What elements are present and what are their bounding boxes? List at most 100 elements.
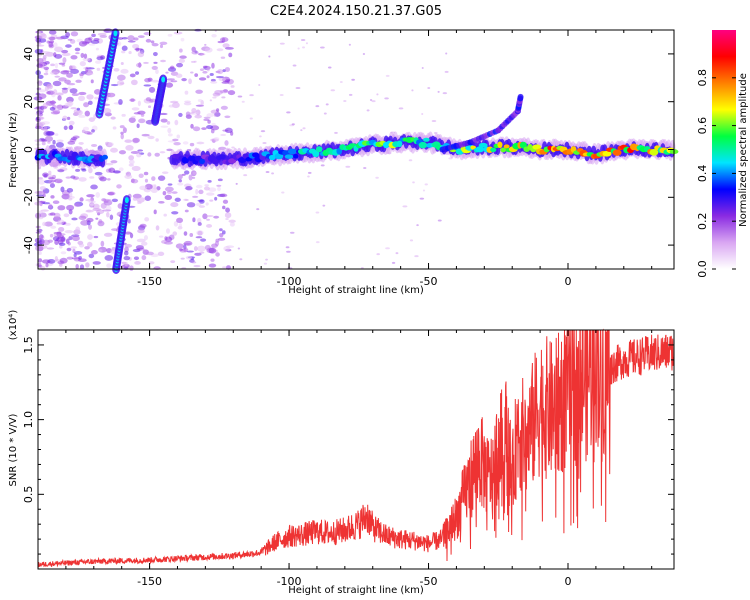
- noise-speck: [286, 111, 291, 114]
- noise-speck: [150, 40, 155, 44]
- noise-speck: [121, 36, 128, 40]
- noise-speck: [376, 93, 379, 96]
- noise-speck: [65, 44, 72, 48]
- noise-speck: [225, 207, 230, 213]
- noise-speck: [125, 145, 134, 151]
- noise-speck: [171, 211, 179, 215]
- noise-speck: [237, 95, 243, 98]
- noise-speck: [191, 108, 197, 114]
- noise-speck: [184, 209, 189, 213]
- noise-speck: [54, 178, 63, 184]
- noise-speck: [102, 209, 112, 212]
- noise-speck: [100, 240, 105, 247]
- noise-speck: [260, 130, 266, 133]
- noise-speck: [206, 218, 210, 221]
- noise-speck: [111, 228, 119, 231]
- noise-speck: [83, 102, 90, 108]
- noise-speck: [343, 99, 347, 102]
- noise-speck: [129, 265, 134, 271]
- noise-speck: [176, 62, 183, 68]
- noise-speck: [57, 169, 65, 173]
- noise-speck: [219, 193, 228, 198]
- noise-speck: [180, 257, 185, 260]
- noise-speck: [40, 209, 49, 212]
- noise-speck: [345, 165, 351, 168]
- noise-speck: [56, 104, 61, 109]
- noise-speck: [110, 116, 116, 120]
- noise-speck: [100, 202, 107, 209]
- spectrogram-x-label: Height of straight line (km): [288, 285, 424, 296]
- noise-speck: [385, 74, 390, 77]
- noise-speck: [220, 105, 228, 110]
- noise-speck: [122, 127, 127, 134]
- noise-speck: [214, 114, 217, 117]
- noise-speck: [139, 223, 147, 228]
- noise-speck: [221, 230, 226, 235]
- x-tick-label: -50: [420, 275, 438, 288]
- noise-speck: [78, 40, 88, 47]
- noise-speck: [95, 47, 99, 51]
- noise-speck: [148, 261, 155, 265]
- noise-speck: [327, 66, 332, 69]
- noise-speck: [174, 197, 181, 202]
- noise-speck: [50, 225, 57, 229]
- noise-speck: [62, 115, 68, 121]
- noise-speck: [79, 264, 85, 270]
- noise-speck: [279, 42, 285, 45]
- noise-speck: [159, 112, 168, 116]
- noise-speck: [96, 56, 104, 61]
- noise-speck: [320, 164, 325, 167]
- noise-speck: [46, 247, 55, 250]
- noise-speck: [67, 242, 71, 246]
- noise-speck: [300, 38, 306, 41]
- noise-speck: [157, 175, 166, 181]
- noise-speck: [437, 90, 440, 93]
- noise-speck: [89, 203, 96, 206]
- noise-speck: [193, 264, 201, 268]
- noise-speck: [75, 52, 80, 55]
- noise-speck: [63, 125, 68, 131]
- noise-speck: [49, 71, 59, 75]
- noise-speck: [37, 121, 46, 126]
- noise-speck: [178, 248, 184, 251]
- noise-speck: [188, 174, 193, 181]
- noise-speck: [183, 240, 193, 246]
- noise-speck: [60, 251, 67, 255]
- noise-speck: [177, 182, 184, 186]
- noise-speck: [129, 73, 136, 78]
- noise-speck: [48, 41, 54, 48]
- noise-speck: [78, 91, 87, 96]
- noise-speck: [81, 168, 87, 172]
- noise-speck: [204, 244, 211, 251]
- noise-speck: [87, 72, 94, 75]
- noise-speck: [39, 212, 47, 218]
- noise-speck: [48, 203, 53, 209]
- noise-speck: [141, 255, 147, 261]
- noise-speck: [351, 78, 355, 81]
- noise-speck: [118, 167, 124, 172]
- spectrogram-heatmap: [33, 28, 679, 274]
- noise-speck: [167, 183, 173, 186]
- noise-speck: [88, 43, 96, 46]
- noise-speck: [70, 31, 79, 37]
- noise-speck: [54, 75, 61, 78]
- noise-speck: [98, 249, 103, 252]
- noise-speck: [168, 104, 175, 108]
- noise-speck: [70, 175, 76, 179]
- noise-speck: [224, 67, 230, 73]
- noise-speck: [113, 67, 120, 72]
- noise-speck: [69, 65, 75, 69]
- noise-speck: [172, 231, 178, 236]
- noise-speck: [64, 229, 74, 234]
- noise-speck: [151, 176, 156, 181]
- noise-speck: [83, 53, 88, 59]
- noise-speck: [99, 176, 107, 182]
- noise-speck: [221, 81, 230, 84]
- noise-speck: [62, 70, 71, 73]
- noise-speck: [211, 122, 216, 126]
- noise-speck: [249, 94, 254, 97]
- noise-speck: [178, 179, 182, 183]
- noise-speck: [64, 79, 71, 84]
- noise-speck: [54, 133, 59, 136]
- noise-speck: [95, 217, 99, 220]
